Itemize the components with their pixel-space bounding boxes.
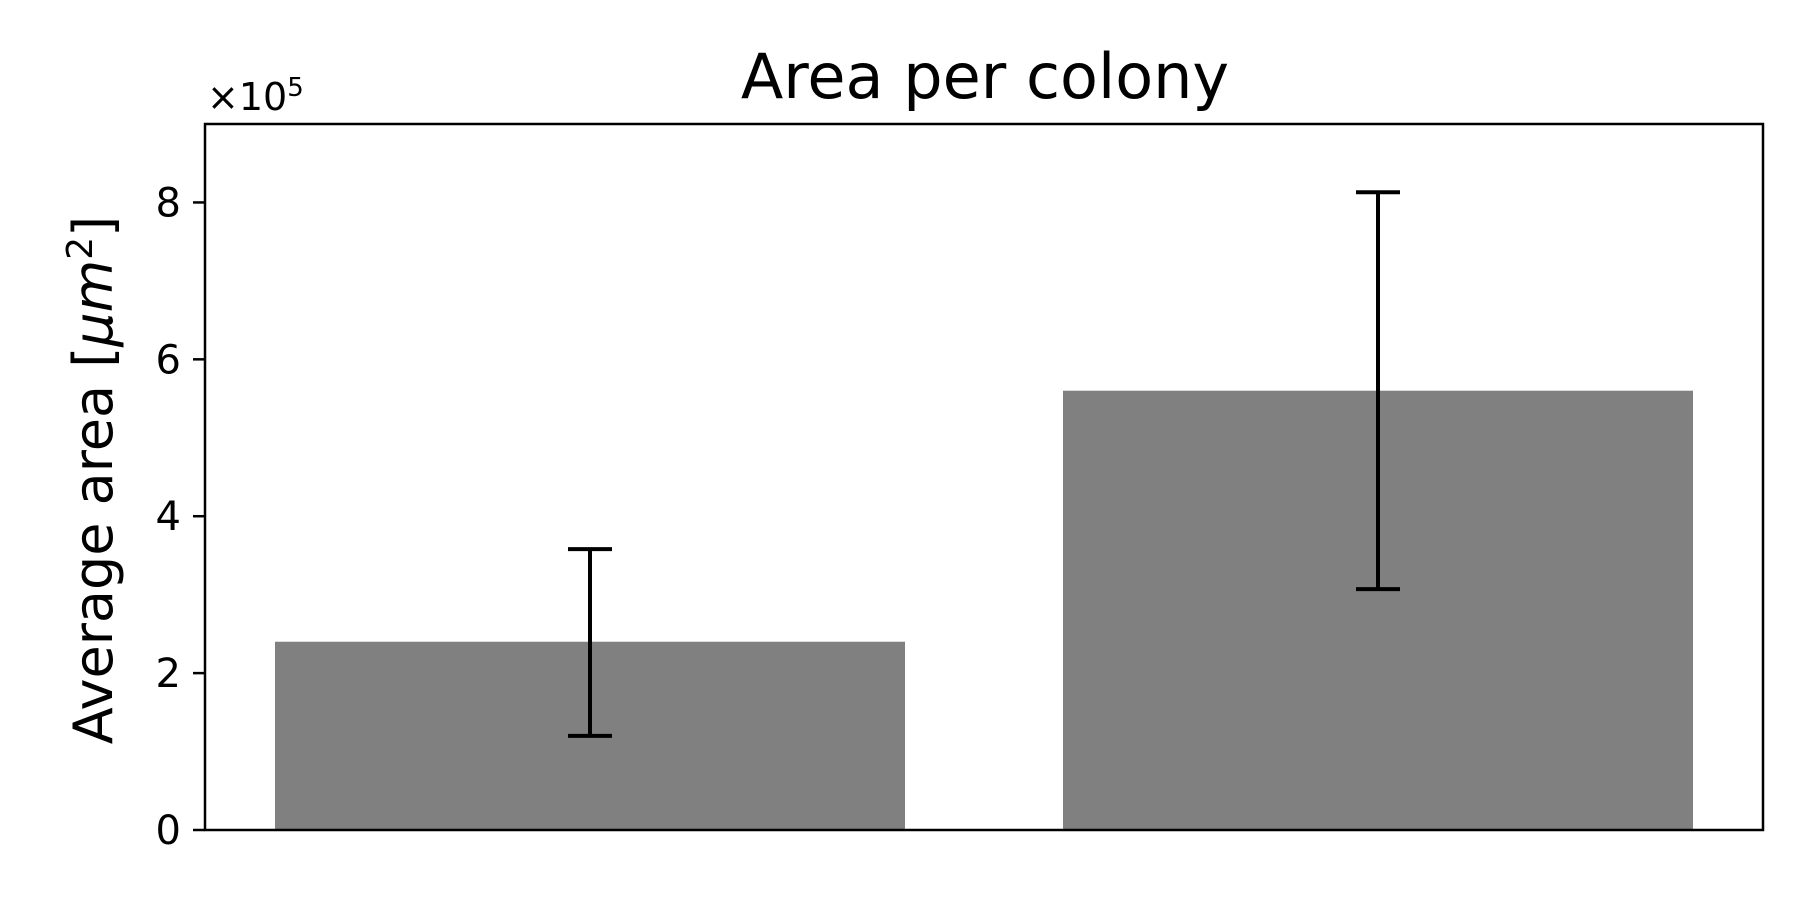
- y-tick-label-4: 8: [156, 180, 181, 226]
- chart-title: Area per colony: [741, 40, 1229, 113]
- bars-layer: [275, 390, 1693, 830]
- y-axis: 0 2 4 6 8: [156, 180, 205, 854]
- y-tick-label-3: 6: [156, 337, 181, 383]
- error-bar-2: [1356, 190, 1400, 592]
- plot-frame: [203, 122, 1765, 832]
- y-tick-label-1: 2: [156, 651, 181, 697]
- y-tick-label-0: 0: [156, 808, 181, 854]
- y-tick-label-2: 4: [156, 494, 181, 540]
- y-axis-multiplier: ×105: [207, 73, 304, 119]
- y-axis-label: Average area [μm2]: [60, 216, 125, 745]
- error-bars-layer: [568, 190, 1400, 738]
- error-bar-1: [568, 547, 612, 738]
